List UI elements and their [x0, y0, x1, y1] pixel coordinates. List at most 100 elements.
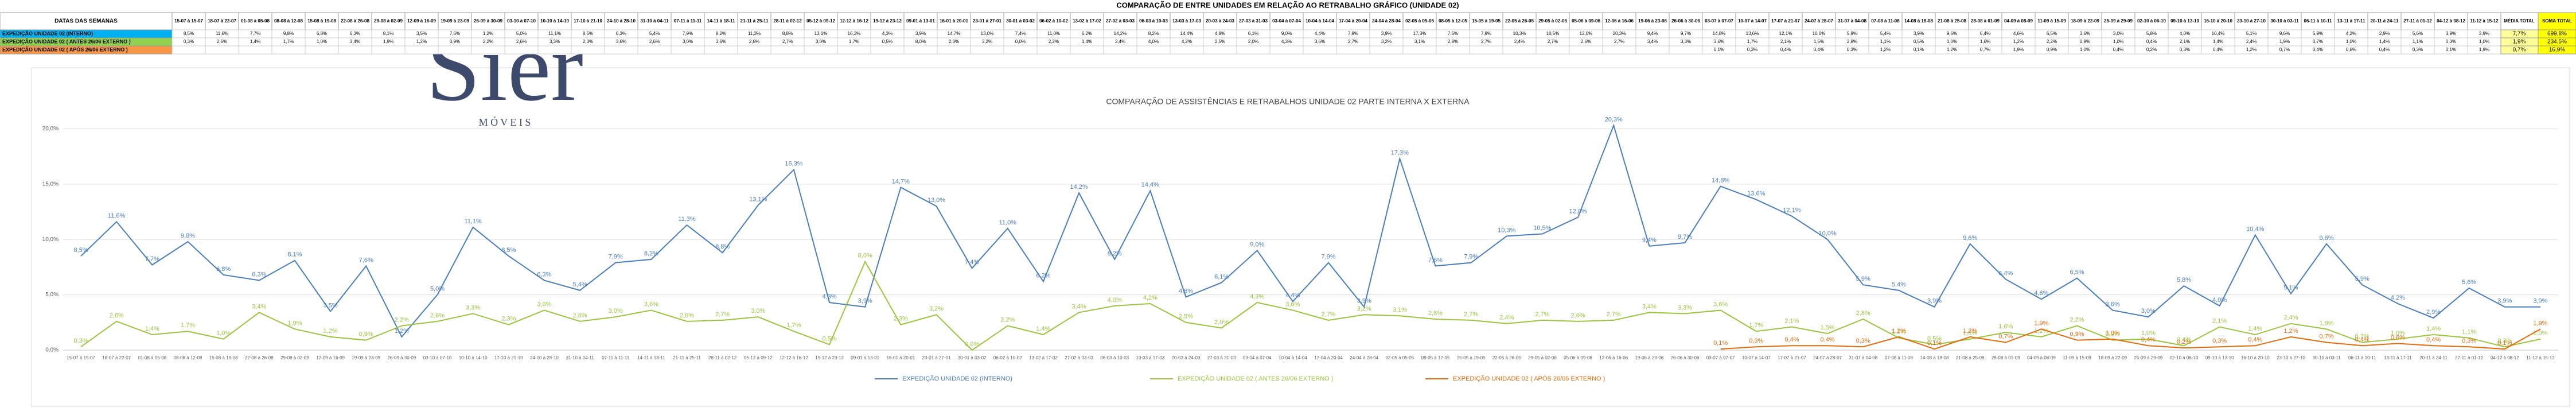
table-value: 4,8% [1215, 31, 1225, 36]
table-value: 3,4% [350, 39, 360, 44]
data-label: 2,7% [1322, 311, 1336, 318]
data-label: 1,0% [2533, 330, 2547, 337]
x-tick-label: 07-11 à 11-11 [602, 355, 630, 360]
table-value: 0,9% [450, 39, 460, 44]
table-value: 10,4% [2212, 31, 2225, 36]
data-label: 3,6% [537, 301, 551, 308]
x-tick-label: 30-01 à 03-02 [958, 355, 987, 360]
x-tick-label: 20-03 à 24-03 [1172, 355, 1201, 360]
data-label: 16,3% [785, 161, 802, 168]
table-value: 5,9% [2313, 31, 2323, 36]
table-cell [903, 45, 938, 55]
table-value: 6,2% [1082, 31, 1092, 36]
table-value: 1,9% [383, 39, 393, 44]
table-value: 2,0% [1248, 39, 1258, 44]
table-cell [1136, 45, 1171, 55]
x-tick-label: 28-08 à 01-09 [1992, 355, 2020, 360]
table-cell [537, 45, 572, 55]
table-value: 1,1% [2413, 39, 2423, 44]
table-value: 2,9% [2379, 31, 2390, 36]
date-header: 06-02 à 10-02 [1039, 18, 1068, 24]
data-label: 3,4% [1642, 303, 1657, 310]
table-value: 3,0% [683, 39, 693, 44]
date-header: 08-05 à 12-05 [1439, 18, 1467, 24]
table-value: 2,4% [2246, 39, 2257, 44]
x-tick-label: 11-12 à 15-12 [2526, 355, 2555, 360]
data-label: 0,3% [2462, 337, 2476, 344]
header-cell [504, 12, 539, 30]
data-label: 2,7% [1464, 311, 1478, 318]
data-label: 10,3% [1498, 227, 1515, 234]
header-cell [1669, 12, 1703, 30]
table-value: 3,9% [915, 31, 926, 36]
date-header: 06-03 à 10-03 [1139, 18, 1168, 24]
x-tick-label: 06-02 à 10-02 [993, 355, 1022, 360]
data-label: 2,6% [1571, 312, 1585, 319]
table-value: 1,7% [1747, 39, 1757, 44]
header-cell [737, 12, 771, 30]
table-value: 9,8% [283, 31, 294, 36]
table-value: 1,2% [2246, 47, 2257, 52]
data-label: 1,4% [145, 325, 159, 332]
data-label: 1,9% [2034, 320, 2048, 327]
header-cell [438, 12, 472, 30]
x-tick-label: 18-07 à 22-07 [102, 355, 131, 360]
table-value: 3,9% [1381, 31, 1392, 36]
header-cell [837, 12, 871, 30]
data-label: 7,9% [609, 254, 623, 261]
date-header: 03-10 à 07-10 [507, 18, 536, 24]
table-value: 5,8% [2146, 31, 2157, 36]
date-header: 27-11 à 01-12 [2403, 18, 2432, 24]
x-tick-label: 14-11 à 18-11 [637, 355, 665, 360]
date-header: 30-01 à 03-02 [1006, 18, 1035, 24]
x-tick-label: 30-10 à 03-11 [2312, 355, 2341, 360]
data-label: 0,5% [823, 335, 837, 342]
x-tick-label: 26-06 à 30-06 [1671, 355, 1700, 360]
data-label: 7,6% [1428, 257, 1443, 263]
data-label: 1,2% [395, 328, 409, 335]
date-header: 14-11 à 18-11 [707, 18, 735, 24]
data-label: 5,8% [2177, 277, 2191, 284]
data-label: 11,3% [678, 216, 696, 223]
chart-frame [31, 67, 2570, 407]
data-label: 3,9% [2533, 298, 2547, 305]
data-label: 3,9% [858, 298, 872, 305]
table-value: 11,0% [1047, 31, 1060, 36]
data-label: 3,6% [1285, 301, 1300, 308]
table-value: 13,1% [815, 31, 828, 36]
data-label: 7,9% [1464, 254, 1478, 261]
data-label: 1,0% [216, 330, 231, 337]
row-label: EXPEDIÇÃO UNIDADE 02 ( APÓS 26/06 EXTERN… [2, 46, 128, 52]
date-header: 31-10 à 04-11 [640, 18, 669, 24]
data-label: 1,0% [1963, 330, 1977, 337]
average-value: 0,7% [2513, 47, 2526, 53]
data-label: 0,3% [74, 337, 88, 344]
data-label: 0,9% [359, 331, 373, 338]
data-label: 1,2% [1963, 328, 1977, 335]
data-label: 4,8% [1179, 288, 1193, 294]
table-cell [1669, 45, 1703, 55]
average-value: 1,9% [2513, 39, 2526, 45]
x-tick-label: 08-05 à 12-05 [1421, 355, 1450, 360]
date-header: 05-12 à 09-12 [806, 18, 835, 24]
data-label: 8,5% [501, 247, 516, 254]
table-value: 2,7% [1548, 39, 1558, 44]
table-value: 1,1% [1880, 39, 1891, 44]
data-label: 4,2% [1143, 294, 1158, 301]
data-label: 4,6% [2034, 290, 2048, 297]
date-header: 04-12 à 08-12 [2437, 18, 2465, 24]
date-header: 30-10 à 03-11 [2270, 18, 2299, 24]
data-label: 8,8% [715, 243, 730, 250]
table-value: 1,9% [2279, 39, 2290, 44]
table-cell [1070, 45, 1104, 55]
data-label: 2,3% [894, 316, 908, 323]
table-value: 11,6% [216, 31, 228, 36]
data-label: 7,4% [965, 259, 979, 266]
table-cell [1536, 45, 1570, 55]
date-header: 28-08 à 01-09 [1971, 18, 2000, 24]
table-cell [1336, 45, 1370, 55]
date-header: 16-10 à 20-10 [2204, 18, 2232, 24]
table-value: 8,0% [915, 39, 926, 44]
date-header: 04-09 à 08-09 [2004, 18, 2033, 24]
